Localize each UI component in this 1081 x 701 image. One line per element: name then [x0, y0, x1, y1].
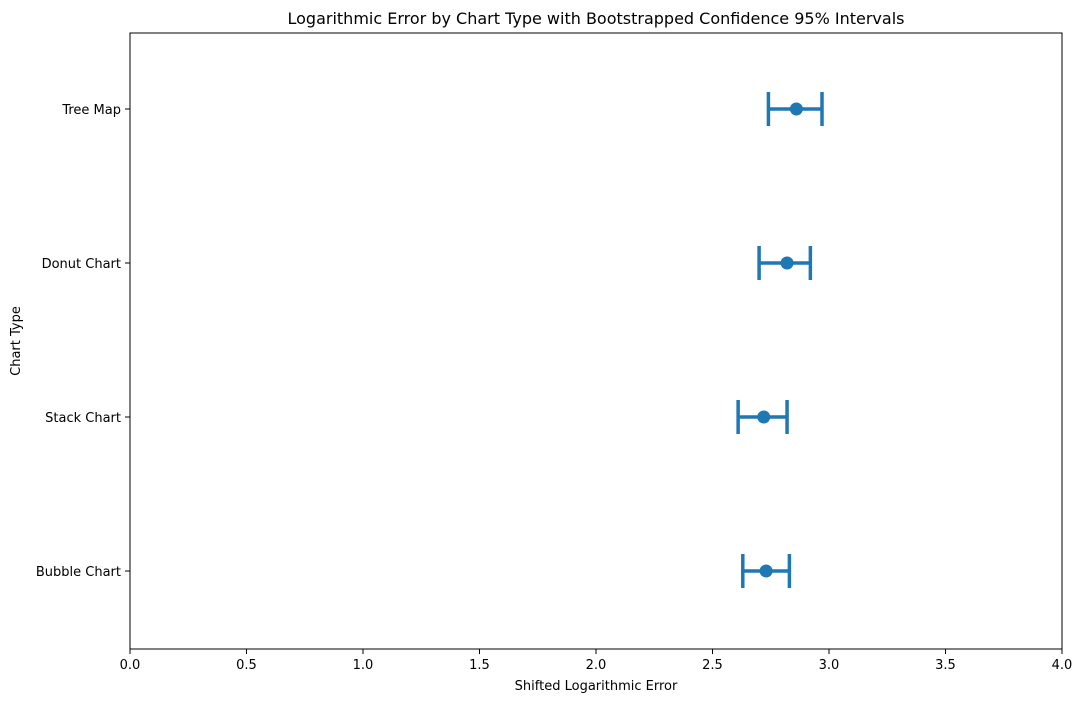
x-tick-label: 3.5 — [935, 658, 956, 673]
y-axis-label: Chart Type — [9, 306, 24, 376]
y-tick-label: Stack Chart — [45, 411, 121, 426]
point-marker — [757, 410, 771, 424]
error-bars — [736, 92, 824, 588]
x-tick-label: 0.5 — [236, 658, 257, 673]
x-tick-label: 2.5 — [702, 658, 723, 673]
y-tick-label: Bubble Chart — [36, 565, 121, 580]
y-axis: Tree Map Donut Chart Stack Chart Bubble Cha… — [36, 103, 130, 580]
plot-area — [129, 32, 1063, 650]
error-bar-donut-chart — [757, 246, 813, 280]
chart-title: Logarithmic Error by Chart Type with Boo… — [288, 9, 905, 28]
point-marker — [759, 564, 773, 578]
x-tick-label: 4.0 — [1052, 658, 1073, 673]
y-tick-label: Tree Map — [61, 103, 121, 118]
x-tick-label: 0.0 — [120, 658, 141, 673]
x-tick-label: 2.0 — [586, 658, 607, 673]
x-axis-label: Shifted Logarithmic Error — [515, 679, 678, 694]
x-tick-label: 1.0 — [353, 658, 374, 673]
y-tick-label: Donut Chart — [42, 257, 121, 272]
error-bar-bubble-chart — [741, 554, 792, 588]
x-tick-label: 1.5 — [469, 658, 490, 673]
point-marker — [780, 256, 794, 270]
error-bar-stack-chart — [736, 400, 789, 434]
x-tick-label: 3.0 — [819, 658, 840, 673]
x-axis: 0.0 0.5 1.0 1.5 2.0 2.5 3.0 3.5 4.0 — [120, 649, 1073, 673]
point-marker — [789, 102, 803, 116]
error-bar-tree-map — [766, 92, 824, 126]
